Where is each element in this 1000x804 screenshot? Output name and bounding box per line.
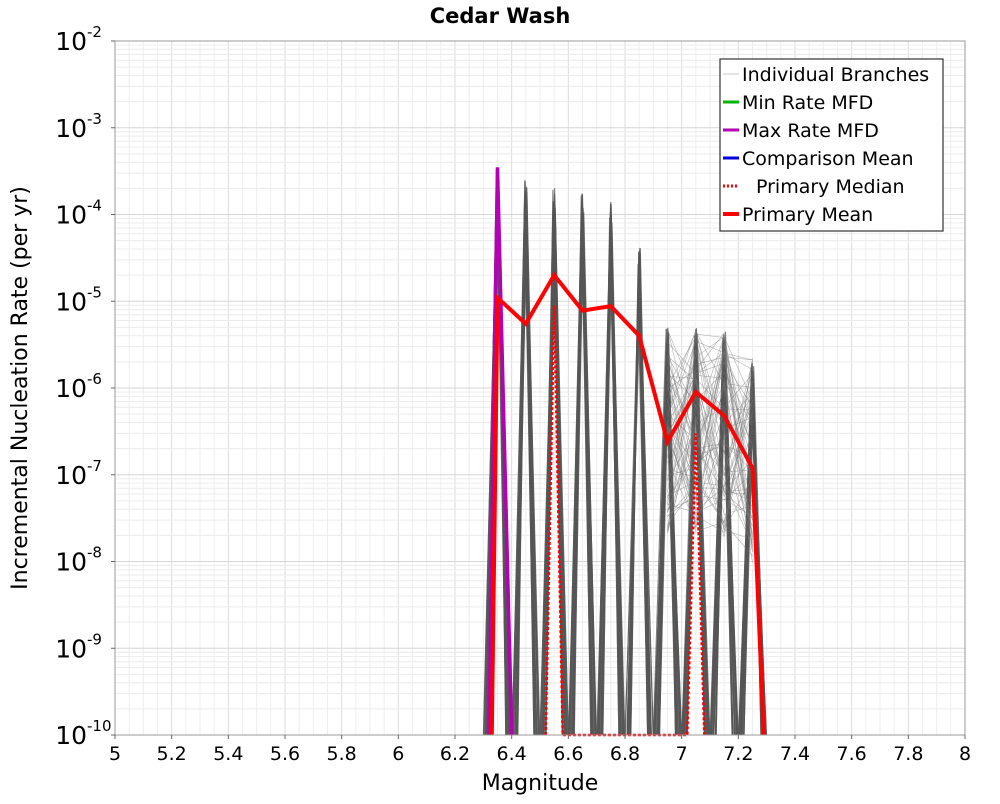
x-tick-label: 6.2 [440, 743, 470, 765]
branch-connection-line [667, 332, 753, 498]
y-tick-label: 10 [55, 27, 87, 56]
legend-label: Primary Mean [742, 204, 873, 226]
y-tick-exponent: -2 [87, 23, 102, 41]
branch-connection-line [667, 332, 753, 493]
y-tick-exponent: -10 [87, 717, 112, 735]
branch-line [602, 204, 620, 736]
x-tick-label: 7.6 [837, 743, 867, 765]
branch-connection-line [667, 381, 753, 515]
y-tick-exponent: -3 [87, 110, 102, 128]
branch-connection-line [667, 349, 753, 544]
branch-connection-line [667, 355, 753, 477]
y-tick-label: 10 [55, 201, 87, 230]
y-tick-exponent: -4 [87, 197, 102, 215]
y-tick-label: 10 [55, 114, 87, 143]
grid [114, 41, 966, 736]
legend-label: Primary Median [756, 176, 905, 198]
branch-connection-line [667, 429, 753, 523]
branch-line [568, 213, 597, 736]
branch-line [573, 199, 592, 736]
branch-connection-line [667, 329, 753, 478]
branch-line [598, 204, 624, 736]
x-tick-label: 7.2 [723, 743, 753, 765]
branch-connection-line [667, 498, 753, 517]
legend-label: Individual Branches [742, 64, 929, 86]
branch-connection-line [667, 426, 753, 552]
branch-line [569, 242, 596, 736]
branch-connection-line [667, 480, 753, 557]
branch-connection-line [667, 355, 753, 498]
x-tick-label: 6.8 [610, 743, 640, 765]
branch-connection-line [667, 360, 753, 517]
y-tick-exponent: -6 [87, 370, 102, 388]
branch-connection-line [667, 374, 753, 513]
x-tick-label: 5.6 [270, 743, 300, 765]
y-tick-label: 10 [55, 634, 87, 663]
x-tick-label: 6.4 [497, 743, 527, 765]
branch-line [539, 187, 569, 736]
branch-connection-line [667, 362, 753, 502]
x-tick-label: 8 [959, 743, 971, 765]
branch-connection-line [667, 382, 753, 504]
chart-title: Cedar Wash [430, 4, 571, 28]
branch-connection-line [667, 382, 753, 441]
legend-label: Min Rate MFD [742, 92, 873, 114]
branch-connection-line [667, 374, 753, 446]
branch-line [684, 358, 708, 736]
branch-connection-line [667, 328, 753, 493]
x-tick-label: 5.4 [213, 743, 243, 765]
branch-connection-line [667, 341, 753, 463]
branch-connection-line [667, 372, 753, 522]
branch-line [658, 351, 677, 736]
x-tick-label: 5 [109, 743, 121, 765]
x-tick-label: 6 [392, 743, 404, 765]
legend-box [719, 58, 944, 232]
legend: Individual Branches Min Rate MFD Max Rate … [719, 58, 944, 232]
y-tick-label: 10 [55, 461, 87, 490]
branch-connection-line [667, 416, 753, 534]
y-tick-exponent: -5 [87, 283, 102, 301]
x-tick-label: 6.6 [553, 743, 583, 765]
legend-label: Comparison Mean [742, 148, 914, 170]
x-axis-label: Magnitude [482, 771, 599, 796]
branch-connection-line [667, 377, 753, 473]
x-tick-label: 5.2 [157, 743, 187, 765]
branch-line [738, 399, 767, 736]
primary-mean-line [489, 271, 766, 736]
x-tick-label: 7.8 [893, 743, 923, 765]
branch-connection-line [667, 335, 753, 535]
y-tick-label: 10 [55, 548, 87, 577]
y-tick-exponent: -8 [87, 544, 102, 562]
y-axis-label: Incremental Nucleation Rate (per yr) [8, 186, 33, 590]
y-tick-label: 10 [55, 287, 87, 316]
x-tick-label: 5.8 [327, 743, 357, 765]
legend-label: Max Rate MFD [742, 120, 879, 142]
branch-line [516, 179, 536, 736]
branch-line [627, 258, 651, 736]
branch-line [512, 187, 540, 736]
axes: 5 5.2 5.4 5.6 5.8 6 6.2 6.4 6.6 6.8 7 7.2 7.4 7.6 7.8 8… [55, 23, 971, 765]
y-tick-label: 10 [55, 374, 87, 403]
branch-line [715, 380, 733, 736]
x-tick-label: 7.4 [780, 743, 810, 765]
branch-connection-line [667, 400, 753, 512]
branch-connection-line [667, 330, 753, 537]
y-tick-exponent: -7 [87, 457, 102, 475]
y-tick-exponent: -9 [87, 630, 102, 648]
x-tick-label: 7 [676, 743, 688, 765]
y-tick-label: 10 [55, 721, 87, 750]
branch-connection-line [667, 337, 753, 501]
branch-line [652, 328, 683, 736]
max-rate-mfd-line [487, 167, 514, 736]
